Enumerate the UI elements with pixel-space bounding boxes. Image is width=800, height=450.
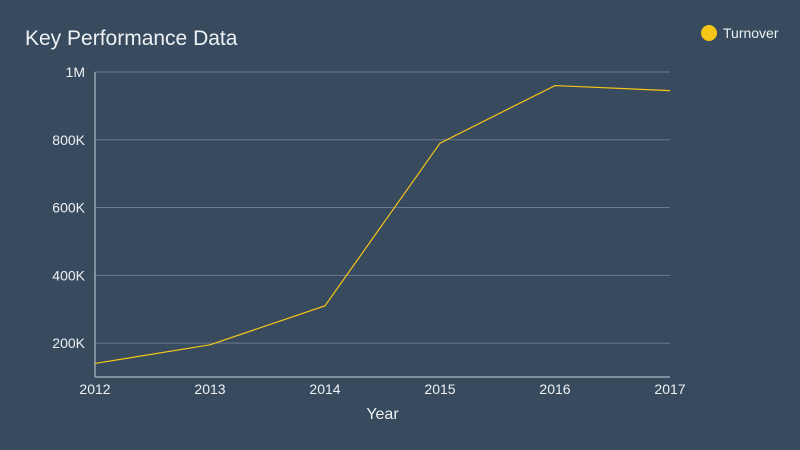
series-layer: [94, 84, 671, 365]
y-tick-label-400K: 400K: [52, 267, 85, 283]
legend-label-turnover: Turnover: [723, 25, 779, 41]
label-layer: 200K 400K 600K 800K 1M 2012 2013 2014 2015 2016 20…: [52, 64, 685, 423]
y-tick-label-1M: 1M: [66, 64, 85, 80]
y-tick-label-600K: 600K: [52, 200, 85, 216]
x-tick-label-2016: 2016: [539, 381, 570, 397]
grid-layer: [95, 71, 670, 344]
x-tick-label-2015: 2015: [424, 381, 455, 397]
x-tick-label-2017: 2017: [654, 381, 685, 397]
legend-swatch-turnover: [701, 25, 717, 41]
legend: Turnover: [701, 25, 779, 41]
y-tick-label-800K: 800K: [52, 132, 85, 148]
x-axis-title: Year: [366, 406, 399, 423]
x-tick-label-2013: 2013: [194, 381, 225, 397]
y-tick-label-200K: 200K: [52, 335, 85, 351]
x-tick-label-2012: 2012: [79, 381, 110, 397]
x-tick-label-2014: 2014: [309, 381, 340, 397]
series-line-turnover: [94, 84, 671, 365]
chart-title: Key Performance Data: [25, 27, 238, 50]
axis-layer: [94, 72, 670, 378]
